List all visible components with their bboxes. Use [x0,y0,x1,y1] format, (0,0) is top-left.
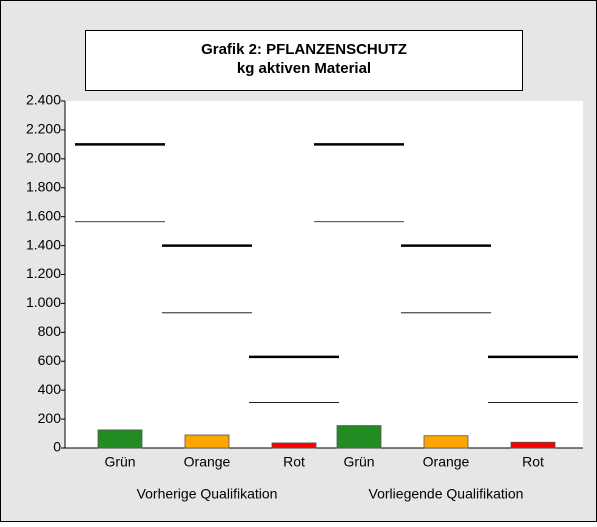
y-tick-label: 200 [38,410,62,426]
y-tick-label: 0 [53,439,61,455]
y-tick-label: 1.600 [26,207,61,223]
x-tick-label: Grün [104,454,135,470]
y-tick-label: 2.000 [26,150,61,166]
y-tick-label: 800 [38,323,62,339]
bar [271,442,317,449]
chart-title: Grafik 2: PFLANZENSCHUTZ [201,41,407,58]
y-tick-label: 2.200 [26,121,61,137]
bar [336,425,382,449]
x-tick-label: Rot [522,454,544,470]
y-tick-label: 1.400 [26,236,61,252]
group-label: Vorliegende Qualifikation [369,486,524,502]
y-tick-label: 1.200 [26,265,61,281]
y-tick-label: 600 [38,352,62,368]
x-tick-label: Orange [423,454,470,470]
x-tick-label: Grün [343,454,374,470]
x-tick-label: Orange [184,454,231,470]
y-tick-label: 1.000 [26,294,61,310]
x-tick-label: Rot [283,454,305,470]
plot-area [65,101,583,448]
bar [423,435,469,449]
bar [510,441,556,449]
y-tick-label: 2.400 [26,92,61,108]
y-tick-label: 1.800 [26,178,61,194]
group-label: Vorherige Qualifikation [137,486,278,502]
y-tick-label: 400 [38,381,62,397]
title-box [85,30,523,91]
chart-subtitle: kg aktiven Material [237,60,371,77]
bar [184,434,230,449]
bar [97,429,143,449]
